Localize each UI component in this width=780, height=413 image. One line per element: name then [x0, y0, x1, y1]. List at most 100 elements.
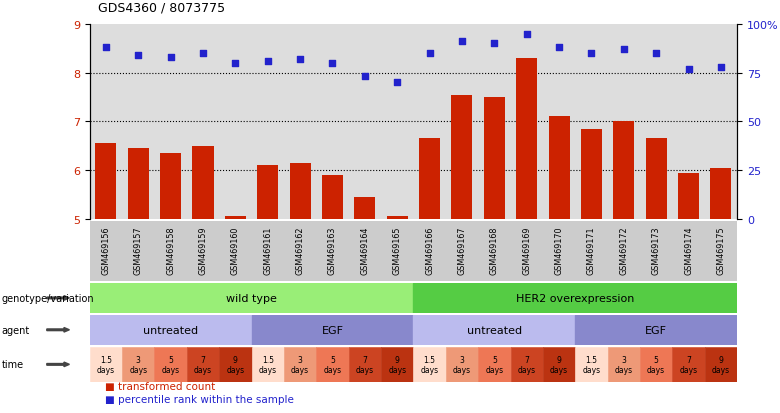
Text: GSM469162: GSM469162 [296, 226, 305, 275]
Bar [548, 117, 569, 413]
Bar [678, 173, 699, 413]
Text: 5
days: 5 days [324, 355, 342, 374]
Text: agent: agent [2, 325, 30, 335]
Bar [354, 197, 375, 413]
Text: EGF: EGF [645, 325, 667, 335]
Bar [387, 217, 408, 413]
Text: 3
days: 3 days [129, 355, 147, 374]
Text: 7
days: 7 days [194, 355, 212, 374]
Text: untreated: untreated [466, 325, 522, 335]
Bar [257, 166, 278, 413]
Point [618, 47, 630, 53]
Point [132, 52, 144, 59]
Text: 3
days: 3 days [291, 355, 309, 374]
Bar [446, 347, 478, 382]
Bar [154, 347, 187, 382]
Text: untreated: untreated [143, 325, 198, 335]
Bar [90, 315, 251, 345]
Text: GSM469160: GSM469160 [231, 226, 240, 274]
Text: wild type: wild type [226, 293, 277, 303]
Text: GSM469169: GSM469169 [522, 226, 531, 275]
Point [326, 60, 339, 67]
Text: GSM469158: GSM469158 [166, 226, 176, 275]
Text: GSM469159: GSM469159 [198, 226, 207, 275]
Text: GSM469170: GSM469170 [555, 226, 564, 275]
Text: 9
days: 9 days [226, 355, 244, 374]
Text: GSM469171: GSM469171 [587, 226, 596, 275]
Bar [640, 347, 672, 382]
Text: 1.5
days: 1.5 days [420, 355, 438, 374]
Text: 5
days: 5 days [161, 355, 179, 374]
Point [585, 51, 597, 57]
Text: GSM469167: GSM469167 [457, 226, 466, 275]
Text: ■ transformed count: ■ transformed count [105, 381, 215, 391]
Text: 5
days: 5 days [485, 355, 503, 374]
Point [553, 45, 566, 52]
Text: GSM469161: GSM469161 [263, 226, 272, 274]
Text: 9
days: 9 days [550, 355, 568, 374]
Bar [581, 129, 602, 413]
Bar [419, 139, 440, 413]
Text: GSM469172: GSM469172 [619, 226, 629, 275]
Bar [381, 347, 413, 382]
Text: time: time [2, 359, 23, 370]
Point [294, 57, 307, 63]
Text: GSM469174: GSM469174 [684, 226, 693, 275]
Bar [478, 347, 510, 382]
Text: ■ percentile rank within the sample: ■ percentile rank within the sample [105, 394, 294, 404]
Point [261, 58, 274, 65]
Bar [251, 347, 284, 382]
Text: GSM469168: GSM469168 [490, 226, 499, 274]
Bar [225, 217, 246, 413]
Bar [711, 168, 732, 413]
Bar [646, 139, 667, 413]
Bar [219, 347, 251, 382]
Text: 1.5
days: 1.5 days [97, 355, 115, 374]
Bar [413, 315, 576, 345]
Text: EGF: EGF [321, 325, 343, 335]
Bar [484, 98, 505, 413]
Bar [95, 144, 116, 413]
Bar [510, 347, 543, 382]
Bar [576, 347, 608, 382]
Point [100, 45, 112, 52]
Text: 3
days: 3 days [615, 355, 633, 374]
Bar [90, 283, 413, 313]
Text: 9
days: 9 days [712, 355, 730, 374]
Text: GSM469164: GSM469164 [360, 226, 370, 274]
Bar [128, 149, 149, 413]
Point [488, 41, 501, 47]
Text: HER2 overexpression: HER2 overexpression [516, 293, 634, 303]
Text: GSM469163: GSM469163 [328, 226, 337, 274]
Point [682, 66, 695, 73]
Point [520, 31, 533, 38]
Point [456, 39, 468, 45]
Bar [452, 95, 473, 413]
Bar [122, 347, 154, 382]
Point [650, 51, 662, 57]
Point [165, 55, 177, 61]
Text: 5
days: 5 days [647, 355, 665, 374]
Point [229, 60, 242, 67]
Text: GSM469175: GSM469175 [716, 226, 725, 275]
Bar [413, 347, 446, 382]
Bar [608, 347, 640, 382]
Text: 7
days: 7 days [356, 355, 374, 374]
Bar [317, 347, 349, 382]
Text: GDS4360 / 8073775: GDS4360 / 8073775 [98, 2, 225, 14]
Text: 9
days: 9 days [388, 355, 406, 374]
Bar [187, 347, 219, 382]
Bar [413, 283, 737, 313]
Bar [322, 176, 343, 413]
Point [391, 80, 403, 86]
Bar [672, 347, 704, 382]
Text: 7
days: 7 days [518, 355, 536, 374]
Bar [349, 347, 381, 382]
Bar [576, 315, 737, 345]
Point [424, 51, 436, 57]
Text: GSM469165: GSM469165 [392, 226, 402, 275]
Bar [284, 347, 317, 382]
Bar [160, 154, 181, 413]
Text: GSM469156: GSM469156 [101, 226, 111, 275]
Text: genotype/variation: genotype/variation [2, 293, 94, 303]
